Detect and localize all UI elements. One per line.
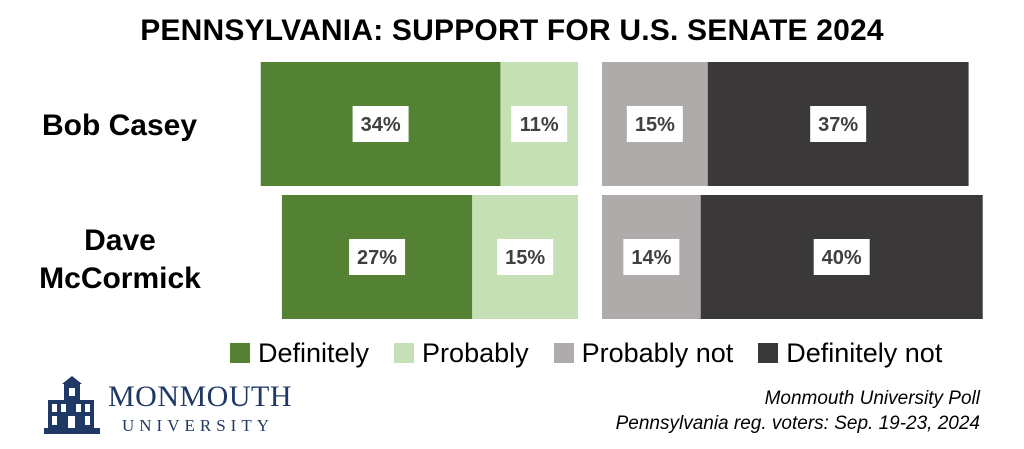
data-label-box [626,106,683,142]
data-label-definitely-2: 27% [357,247,397,269]
data-label-box [813,239,870,275]
legend-item-probably-not: Probably not [553,337,734,369]
data-label-definitely-not-2: 40% [822,247,862,269]
legend-swatch [230,343,250,363]
data-label-box [511,106,568,142]
legend-item-probably: Probably [394,338,529,369]
category-label: Dave McCormick [39,224,201,295]
legend: Definitely Probably Probably not Definitely… [230,338,967,368]
data-label-box [497,239,554,275]
legend-item-definitely-not: Definitely not [758,338,942,369]
category-label: Bob Casey [41,109,198,142]
data-label-definitely-1: 34% [361,114,401,136]
legend-label: Definitely not [786,337,943,368]
source-note: Monmouth University Poll Pennsylvania re… [616,386,980,436]
source-line-2: Pennsylvania reg. voters: Sep. 19-23, 20… [615,413,980,434]
stacked-bar-chart: 34% 11% 15% 37% 27% 15% 14% 40% [260,62,983,319]
monmouth-logo: MONMOUTH UNIVERSITY [40,376,320,438]
data-label-probably-not-2: 14% [631,247,671,269]
legend-label: Probably not [581,337,734,368]
data-label-box [352,106,409,142]
legend-swatch [553,343,574,363]
legend-item-definitely: Definitely [230,338,369,369]
building-icon [44,376,100,434]
data-label-box [623,239,680,275]
source-line-1: Monmouth University Poll [764,388,980,409]
legend-swatch [758,343,779,363]
logo-subname: UNIVERSITY [122,416,274,435]
data-label-box [810,106,867,142]
data-label-definitely-not-1: 37% [818,114,858,136]
legend-label: Probably [422,337,529,368]
data-label-probably-not-1: 15% [635,114,675,136]
data-label-box [349,239,406,275]
logo-name: MONMOUTH [108,380,292,413]
legend-label: Definitely [258,337,370,368]
legend-swatch [394,343,415,363]
data-label-probably-1: 11% [520,114,559,136]
data-label-probably-2: 15% [505,247,545,269]
chart-title: PENNSYLVANIA: SUPPORT FOR U.S. SENATE 20… [140,14,884,47]
